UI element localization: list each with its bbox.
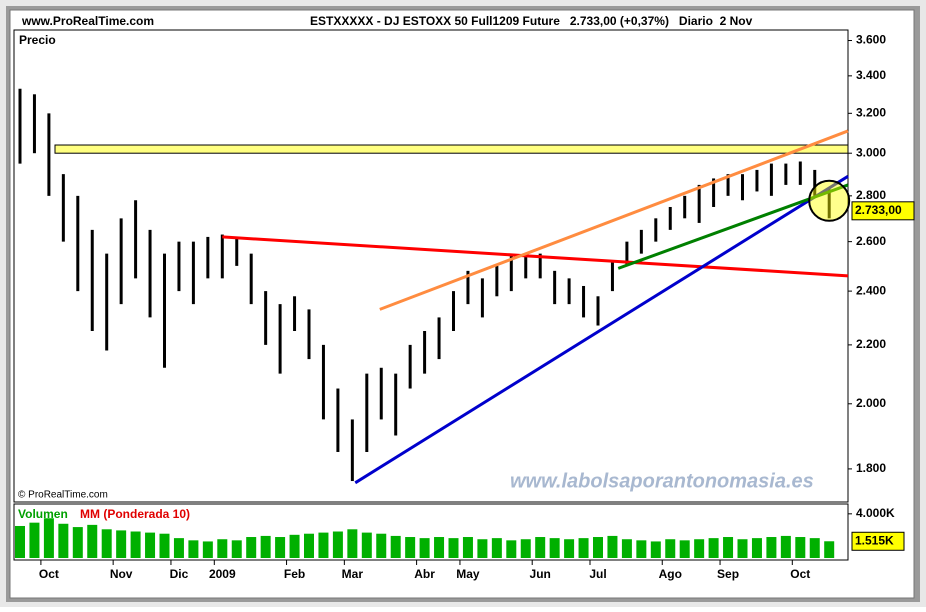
x-tick-label: Feb	[284, 567, 305, 581]
volume-bar	[58, 523, 69, 558]
x-tick-label: Nov	[110, 567, 133, 581]
volume-bar	[188, 540, 199, 558]
title: ESTXXXXX - DJ ESTOXX 50 Full1209 Future …	[310, 14, 753, 28]
volume-bar	[260, 535, 271, 558]
x-tick-label: Oct	[39, 567, 59, 581]
volume-bar	[824, 541, 835, 558]
resistance-band	[54, 144, 849, 154]
volume-bar	[159, 533, 170, 558]
x-tick-label: Mar	[342, 567, 364, 581]
y-tick-label: 2.200	[856, 337, 886, 351]
volume-bar	[621, 539, 632, 558]
price-panel	[13, 29, 849, 503]
watermark: www.labolsaporantonomasia.es	[510, 470, 814, 492]
last-price-box	[851, 201, 915, 221]
volume-label: Volumen	[18, 507, 68, 521]
panel-label: Precio	[19, 33, 56, 47]
volume-bar	[549, 538, 560, 558]
y-tick-label: 2.400	[856, 283, 886, 297]
volume-bar	[491, 538, 502, 558]
volume-bar	[361, 532, 372, 558]
volume-bar	[506, 540, 517, 558]
volume-bar	[708, 538, 719, 558]
x-tick-label: Oct	[790, 567, 810, 581]
x-tick-label: Sep	[717, 567, 739, 581]
volume-bar	[390, 535, 401, 558]
trend-line	[222, 235, 849, 278]
volume-bar	[607, 535, 618, 558]
volume-bar	[462, 537, 473, 558]
volume-bar	[43, 518, 54, 558]
volume-bar	[723, 537, 734, 558]
y-tick-label: 1.800	[856, 461, 886, 475]
volume-bar	[72, 527, 83, 558]
volume-bar	[448, 538, 459, 558]
volume-bar	[29, 522, 40, 558]
volume-bar	[15, 525, 25, 558]
volume-bar	[679, 540, 690, 558]
volume-bar	[636, 540, 647, 558]
volume-bar	[130, 531, 141, 558]
volume-bar	[737, 539, 748, 558]
y-tick-label: 3.600	[856, 33, 886, 47]
volume-bar	[564, 539, 575, 558]
volume-bar	[419, 538, 430, 558]
y-tick-label: 2.800	[856, 188, 886, 202]
volume-bar	[376, 533, 387, 558]
x-tick-label: Ago	[659, 567, 682, 581]
volume-bar	[809, 538, 820, 558]
volume-bar	[751, 538, 762, 558]
x-tick-label: 2009	[209, 567, 236, 581]
x-tick-label: Jul	[589, 567, 606, 581]
volume-last-box	[851, 531, 905, 551]
volume-bar	[766, 537, 777, 558]
volume-bar	[578, 538, 589, 558]
volume-last-label: 1.515K	[855, 533, 894, 547]
volume-bar	[332, 531, 343, 558]
volume-bar	[694, 539, 705, 558]
y-tick-label: 2.600	[856, 234, 886, 248]
x-tick-label: Jun	[530, 567, 551, 581]
volume-bar	[780, 535, 791, 558]
volume-bar	[246, 537, 257, 558]
y-tick-label: 3.400	[856, 68, 886, 82]
volume-bar	[202, 541, 213, 558]
volume-bar	[520, 539, 531, 558]
ma-label: MM (Ponderada 10)	[80, 507, 190, 521]
y-tick-label: 2.000	[856, 396, 886, 410]
y-tick-label: 3.200	[856, 105, 886, 119]
volume-bar	[289, 534, 300, 558]
site: www.ProRealTime.com	[21, 14, 154, 28]
volume-bar	[593, 537, 603, 558]
volume-bar	[116, 530, 127, 558]
volume-bar	[275, 537, 286, 558]
highlight	[808, 179, 851, 222]
volume-bar	[304, 533, 314, 558]
volume-bar	[217, 539, 228, 558]
y-tick-label: 3.000	[856, 145, 886, 159]
volume-bar	[405, 537, 416, 558]
volume-bar	[347, 529, 358, 558]
x-tick-label: Dic	[170, 567, 189, 581]
last-price-label: 2.733,00	[855, 203, 902, 217]
volume-bar	[795, 537, 806, 558]
volume-bar	[87, 524, 98, 558]
volume-bar	[665, 539, 676, 558]
volume-bar	[318, 532, 329, 558]
volume-bar	[231, 540, 242, 558]
volume-tick-label: 4.000K	[856, 506, 895, 520]
volume-bar	[173, 538, 184, 558]
volume-bar	[477, 539, 488, 558]
trend-line	[379, 129, 849, 311]
trend-line	[354, 175, 849, 485]
volume-bar	[535, 537, 546, 558]
copyright: © ProRealTime.com	[18, 490, 108, 501]
x-tick-label: Abr	[414, 567, 435, 581]
volume-bar	[650, 541, 661, 558]
volume-bar	[145, 532, 156, 558]
x-tick-label: May	[456, 567, 480, 581]
volume-bar	[101, 529, 112, 558]
volume-bar	[434, 537, 445, 558]
